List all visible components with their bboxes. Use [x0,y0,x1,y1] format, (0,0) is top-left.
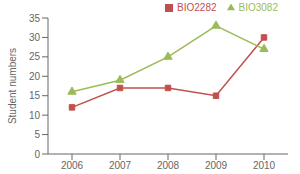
html-text:BIO3082: BIO3082 [238,2,278,13]
svg-text:0: 0 [34,149,40,160]
svg-text:35: 35 [29,13,41,24]
svg-text:5: 5 [34,129,40,140]
svg-text:10: 10 [29,110,41,121]
svg-text:2007: 2007 [109,160,132,171]
svg-text:2009: 2009 [205,160,228,171]
html-text:BIO2282: BIO2282 [177,2,217,13]
svg-text:2008: 2008 [157,160,180,171]
svg-text:15: 15 [29,90,41,101]
svg-text:Student numbers: Student numbers [8,48,18,124]
svg-text:20: 20 [29,71,41,82]
svg-text:2006: 2006 [61,160,84,171]
svg-text:25: 25 [29,51,41,62]
svg-text:2010: 2010 [253,160,276,171]
svg-text:30: 30 [29,32,41,43]
